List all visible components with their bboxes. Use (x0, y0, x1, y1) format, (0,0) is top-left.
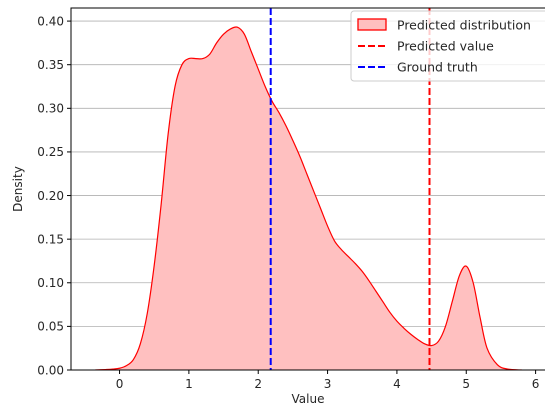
y-axis-ticks: 0.00 0.05 0.10 0.15 0.20 0.25 0.30 0.35 0.40 (37, 14, 71, 377)
x-tick-label-3: 3 (324, 377, 332, 391)
y-tick-label-0: 0.00 (37, 363, 64, 377)
x-tick-label-2: 2 (254, 377, 262, 391)
density-curve-line (95, 26, 522, 370)
legend-label-ground-truth: Ground truth (397, 60, 478, 75)
x-axis-ticks: 0 1 2 3 4 5 6 (116, 370, 540, 391)
density-area-fill (95, 26, 522, 370)
x-tick-label-6: 6 (532, 377, 540, 391)
y-tick-label-8: 0.40 (37, 14, 64, 28)
x-tick-label-0: 0 (116, 377, 124, 391)
y-tick-label-3: 0.15 (37, 232, 64, 246)
axes-frame (70, 7, 545, 371)
y-axis-label: Density (11, 166, 25, 212)
legend-frame (350, 10, 545, 82)
axes-border (70, 7, 545, 371)
legend-label-predicted-value: Predicted value (397, 39, 494, 54)
x-tick-label-1: 1 (185, 377, 193, 391)
y-tick-label-5: 0.25 (37, 145, 64, 159)
y-tick-label-7: 0.35 (37, 58, 64, 72)
x-tick-label-5: 5 (462, 377, 470, 391)
legend-label-predicted-distribution: Predicted distribution (397, 18, 531, 33)
y-tick-label-1: 0.05 (37, 320, 64, 334)
x-tick-label-4: 4 (393, 377, 401, 391)
legend: Predicted distribution Predicted value G… (350, 10, 545, 82)
y-tick-label-4: 0.20 (37, 189, 64, 203)
x-axis-label: Value (292, 392, 325, 406)
y-tick-label-6: 0.30 (37, 102, 64, 116)
legend-swatch-predicted-distribution (357, 18, 387, 31)
y-tick-label-2: 0.10 (37, 276, 64, 290)
